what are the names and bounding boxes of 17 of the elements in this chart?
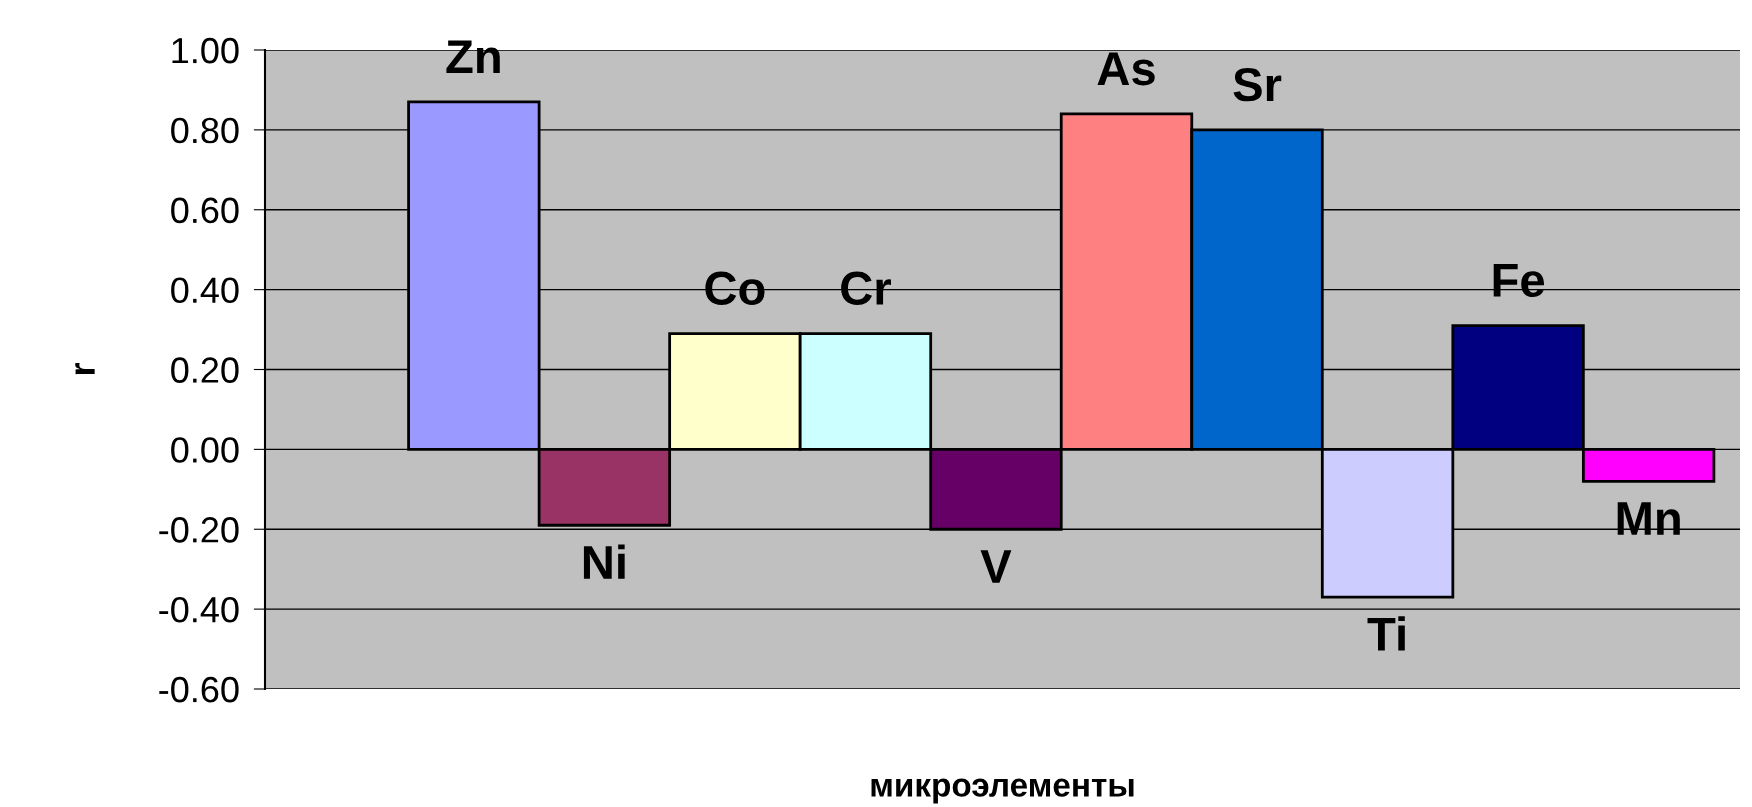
- x-tick-label: Sr: [1233, 67, 1282, 102]
- x-tick-label: Mn: [1617, 502, 1680, 535]
- x-axis-title: микроэлементы: [871, 778, 1134, 804]
- y-tick-label: 0.00: [171, 437, 239, 463]
- x-tick-label: V: [980, 550, 1012, 583]
- x-tick-label: Ni: [583, 544, 625, 579]
- y-tick-label: 0.60: [171, 197, 239, 224]
- y-tick-label: -0.40: [159, 596, 239, 623]
- y-tick-label: 0.20: [171, 357, 239, 383]
- y-tick-label: -0.20: [159, 517, 239, 543]
- y-tick-label: 1.00: [172, 37, 239, 64]
- y-tick-label: -0.60: [159, 676, 239, 703]
- y-axis-title: r: [75, 363, 95, 375]
- x-tick-label: Ti: [1367, 616, 1405, 651]
- y-tick-label: 0.40: [171, 277, 239, 304]
- x-tick-label: As: [1097, 52, 1155, 86]
- y-tick-label: 0.80: [171, 117, 239, 144]
